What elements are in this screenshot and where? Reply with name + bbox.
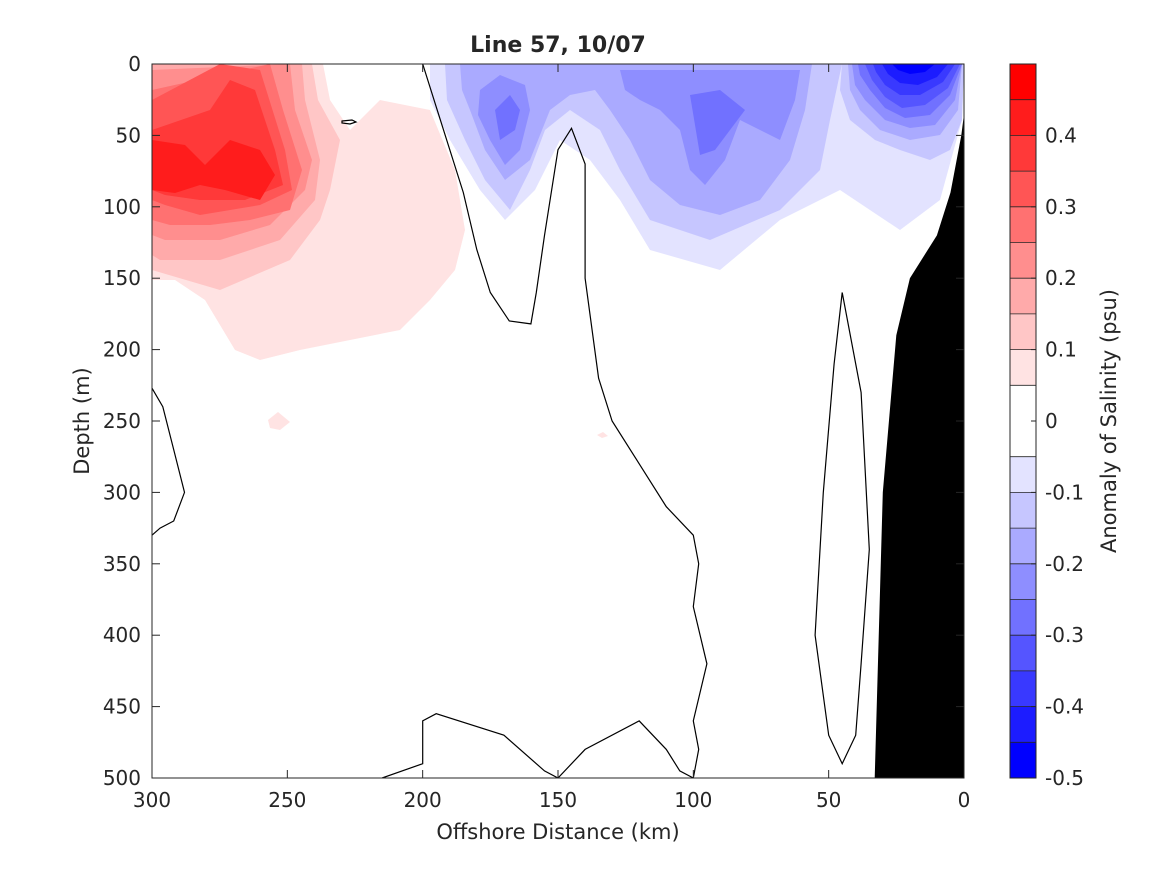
colorbar-tick-label: 0.4 [1045, 123, 1077, 147]
colorbar-swatch [1010, 206, 1036, 243]
x-tick-label: 200 [404, 788, 442, 812]
colorbar-swatch [1010, 242, 1036, 279]
colorbar-swatch [1010, 171, 1036, 207]
y-tick-label: 150 [103, 266, 141, 290]
y-tick-label: 450 [103, 695, 141, 719]
small-closed-contour [341, 119, 358, 125]
colorbar-swatch [1010, 492, 1036, 529]
zero-contour-line [152, 387, 186, 536]
plot-area [152, 64, 964, 778]
x-tick-label: 50 [816, 788, 841, 812]
y-tick-label: 50 [116, 123, 141, 147]
colorbar-tick-label: 0.2 [1045, 266, 1077, 290]
x-tick-label: 150 [539, 788, 577, 812]
y-tick-label: 500 [103, 766, 141, 790]
x-tick-label: 250 [268, 788, 306, 812]
colorbar-swatch [1010, 563, 1036, 600]
colorbar-tick-label: -0.1 [1045, 480, 1084, 504]
y-tick-label: 350 [103, 552, 141, 576]
zero-contour-lines [152, 64, 870, 778]
chart-title: Line 57, 10/07 [470, 33, 646, 58]
colorbar-swatch [1010, 349, 1036, 386]
colorbar [1010, 64, 1036, 778]
colorbar-label: Anomaly of Salinity (psu) [1097, 289, 1121, 553]
contour-neg-0.45-nearshore [892, 64, 935, 74]
colorbar-tick-label: 0 [1045, 409, 1058, 433]
colorbar-tick-label: 0.1 [1045, 338, 1077, 362]
colorbar-swatch [1010, 456, 1036, 493]
colorbar-swatch [1010, 528, 1036, 564]
x-tick-label: 100 [674, 788, 712, 812]
y-tick-label: 200 [103, 338, 141, 362]
contour-pos-0.05-small-b [597, 432, 608, 438]
zero-contour-line [381, 64, 708, 778]
x-axis: 300 250 200 150 100 50 0 [133, 64, 970, 812]
colorbar-swatch [1010, 99, 1036, 136]
y-tick-label: 400 [103, 623, 141, 647]
colorbar-swatch [1010, 706, 1036, 743]
y-tick-label: 250 [103, 409, 141, 433]
y-axis-label: Depth (m) [70, 367, 94, 474]
colorbar-tick-label: -0.3 [1045, 623, 1084, 647]
zero-contour-line [814, 292, 870, 766]
x-tick-label: 0 [958, 788, 971, 812]
colorbar-swatch [1010, 278, 1036, 314]
contour-pos-0.4 [152, 140, 275, 200]
colorbar-swatch [1010, 313, 1036, 350]
y-tick-label: 0 [128, 52, 141, 76]
colorbar-ticks: 0.4 0.3 0.2 0.1 0 -0.1 -0.2 -0.3 -0.4 -0.5 [1031, 123, 1084, 790]
land-mask [874, 114, 964, 778]
colorbar-swatch [1010, 135, 1036, 172]
colorbar-swatch [1010, 742, 1036, 778]
colorbar-tick-label: -0.2 [1045, 552, 1084, 576]
contour-fills [152, 64, 964, 438]
y-tick-label: 100 [103, 195, 141, 219]
colorbar-swatch [1010, 635, 1036, 671]
colorbar-swatch [1010, 64, 1036, 100]
colorbar-tick-label: -0.4 [1045, 695, 1084, 719]
colorbar-swatch [1010, 670, 1036, 707]
colorbar-swatch [1010, 599, 1036, 636]
x-axis-label: Offshore Distance (km) [436, 820, 679, 844]
contour-neg-0.25 [495, 90, 745, 155]
y-tick-label: 300 [103, 480, 141, 504]
y-axis: 0 50 100 150 200 250 300 350 400 450 500 [103, 52, 964, 790]
colorbar-tick-label: -0.5 [1045, 766, 1084, 790]
contour-pos-0.05-small-a [268, 412, 290, 430]
colorbar-tick-label: 0.3 [1045, 195, 1077, 219]
x-tick-label: 300 [133, 788, 171, 812]
